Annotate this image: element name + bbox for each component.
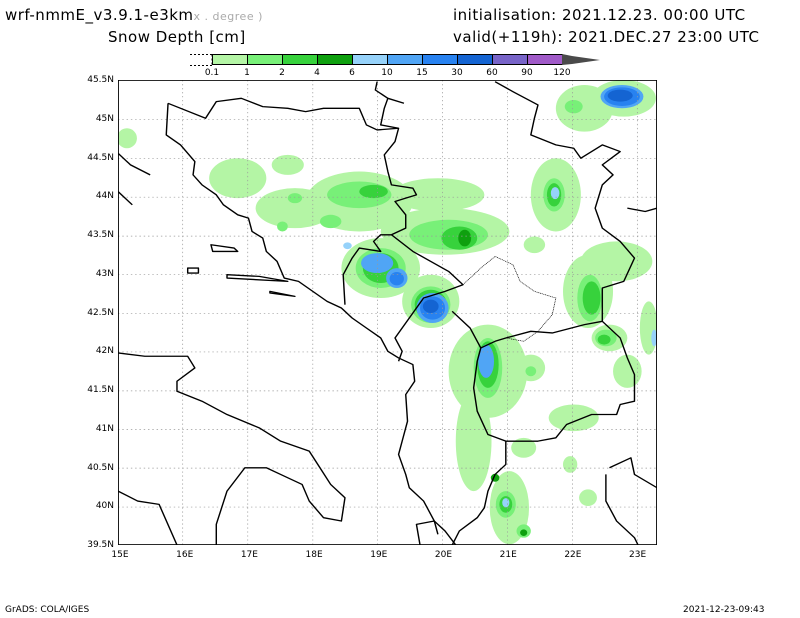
latitude-label: 44N xyxy=(95,191,114,202)
colorbar-swatch xyxy=(282,54,318,65)
colorbar-swatch xyxy=(457,54,493,65)
latitude-label: 40N xyxy=(95,501,114,512)
variable-title: Snow Depth [cm] xyxy=(108,28,246,46)
colorbar-tick-label: 10 xyxy=(381,68,393,78)
colorbar-swatch xyxy=(492,54,528,65)
colorbar-tick-label: 4 xyxy=(314,68,320,78)
longitude-label: 22E xyxy=(564,550,582,560)
graticule-grid xyxy=(118,80,657,545)
latitude-label: 42N xyxy=(95,346,114,357)
init-time: initialisation: 2021.12.23. 00:00 UTC xyxy=(453,6,746,24)
colorbar-swatch xyxy=(247,54,283,65)
longitude-label: 18E xyxy=(305,550,323,560)
colorbar-below-min xyxy=(190,54,213,66)
footer-credit: GrADS: COLA/IGES xyxy=(5,605,90,615)
latitude-label: 41N xyxy=(95,423,114,434)
longitude-label: 23E xyxy=(629,550,647,560)
latitude-label: 41.5N xyxy=(87,385,114,395)
colorbar-tick-label: 60 xyxy=(486,68,498,78)
latitude-label: 45N xyxy=(95,113,114,124)
latitude-label: 40.5N xyxy=(87,462,114,473)
colorbar-swatch xyxy=(212,54,248,65)
unit-note: x . degree ) xyxy=(193,10,263,23)
colorbar-tick-label: 2 xyxy=(279,68,285,78)
longitude-label: 19E xyxy=(370,550,388,560)
longitude-label: 16E xyxy=(176,550,194,560)
colorbar-swatch xyxy=(387,54,423,65)
colorbar-swatch xyxy=(422,54,458,65)
footer-timestamp: 2021-12-23-09:43 xyxy=(683,605,765,615)
kosovo-border xyxy=(462,256,557,342)
model-name: wrf-nmmE_v3.9.1-e3kmx . degree ) xyxy=(5,6,263,24)
colorbar-tick-label: 90 xyxy=(521,68,533,78)
latitude-label: 43N xyxy=(95,268,114,279)
latitude-label: 44.5N xyxy=(87,152,114,163)
valid-time: valid(+119h): 2021.DEC.27 23:00 UTC xyxy=(453,28,760,46)
coastlines-and-borders xyxy=(118,81,657,545)
colorbar-tick-label: 0.1 xyxy=(204,68,220,78)
colorbar-swatch xyxy=(352,54,388,65)
latitude-label: 39.5N xyxy=(87,540,114,550)
colorbar-tick-label: 1 xyxy=(244,68,250,78)
colorbar-max-arrow xyxy=(562,54,600,65)
colorbar-tick-label: 120 xyxy=(553,68,571,78)
colorbar-swatch xyxy=(527,54,563,65)
longitude-label: 21E xyxy=(499,550,517,560)
longitude-label: 20E xyxy=(434,550,453,560)
longitude-label: 15E xyxy=(111,550,129,560)
snow-depth-field xyxy=(118,80,657,545)
map-frame xyxy=(118,80,657,545)
colorbar-swatch xyxy=(317,54,353,65)
model-label: wrf-nmmE_v3.9.1-e3km xyxy=(5,6,194,24)
latitude-label: 45.5N xyxy=(87,75,114,85)
colorbar-tick-label: 30 xyxy=(451,68,463,78)
latitude-label: 43.5N xyxy=(87,230,114,240)
longitude-label: 17E xyxy=(240,550,258,560)
colorbar-tick-label: 15 xyxy=(416,68,428,78)
colorbar-tick-label: 6 xyxy=(349,68,355,78)
latitude-label: 42.5N xyxy=(87,307,114,318)
